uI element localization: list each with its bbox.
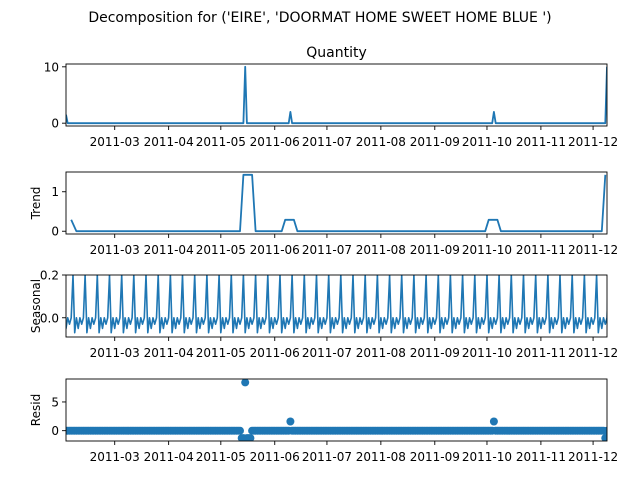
resid-point [489, 417, 498, 426]
resid-xtick-label: 2011-03 [90, 450, 140, 464]
seasonal-series [66, 275, 607, 334]
resid-ytick-label: 0 [51, 424, 59, 438]
resid-xtick-label: 2011-05 [196, 450, 246, 464]
resid-point [241, 379, 250, 387]
trend-line [70, 173, 607, 233]
seasonal-xtick-label: 2011-12 [568, 346, 618, 360]
seasonal-xtick-label: 2011-05 [196, 346, 246, 360]
quantity-axes-frame [65, 63, 608, 127]
resid-point [286, 417, 295, 426]
trend-xtick-label: 2011-08 [356, 243, 406, 257]
trend-xtick-label: 2011-07 [302, 243, 352, 257]
resid-xtick-label: 2011-04 [144, 450, 194, 464]
seasonal-xtick-label: 2011-04 [144, 346, 194, 360]
seasonal-line [66, 275, 607, 334]
trend-xtick-label: 2011-06 [250, 243, 300, 257]
quantity-title: Quantity [306, 45, 367, 61]
figure-suptitle: Decomposition for ('EIRE', 'DOORMAT HOME… [88, 10, 551, 26]
trend-series [70, 173, 607, 233]
trend-xtick-label: 2011-12 [568, 243, 618, 257]
seasonal-xtick-label: 2011-08 [356, 346, 406, 360]
resid-xtick-label: 2011-07 [302, 450, 352, 464]
resid-xtick-label: 2011-12 [568, 450, 618, 464]
quantity-ytick-label: 0 [51, 117, 59, 131]
resid-xtick-label: 2011-11 [516, 450, 566, 464]
seasonal-ylabel: Seasonal [29, 279, 43, 333]
quantity-xtick-label: 2011-04 [144, 135, 194, 149]
resid-point [601, 434, 607, 441]
resid-ylabel: Resid [29, 394, 43, 426]
seasonal-xtick-label: 2011-03 [90, 346, 140, 360]
trend-xtick-label: 2011-09 [410, 243, 460, 257]
seasonal-xtick-label: 2011-10 [462, 346, 512, 360]
quantity-xtick-label: 2011-09 [410, 135, 460, 149]
quantity-series [66, 65, 607, 125]
resid-point [236, 426, 244, 435]
trend-ytick-label: 0 [51, 225, 59, 239]
quantity-xtick-label: 2011-07 [302, 135, 352, 149]
trend-xtick-label: 2011-11 [516, 243, 566, 257]
resid-points [66, 379, 607, 441]
seasonal-ytick-label: 0.2 [40, 269, 59, 283]
quantity-xtick-label: 2011-12 [568, 135, 618, 149]
seasonal-xtick-label: 2011-11 [516, 346, 566, 360]
resid-series [66, 379, 607, 441]
quantity-xtick-label: 2011-10 [462, 135, 512, 149]
trend-xtick-label: 2011-10 [462, 243, 512, 257]
trend-axes-frame [65, 171, 608, 235]
seasonal-xtick-label: 2011-09 [410, 346, 460, 360]
resid-axes-frame [65, 378, 608, 442]
seasonal-ytick-label: 0.0 [40, 311, 59, 325]
quantity-xtick-label: 2011-03 [90, 135, 140, 149]
trend-ylabel: Trend [29, 187, 43, 221]
resid-xtick-label: 2011-06 [250, 450, 300, 464]
resid-xtick-label: 2011-10 [462, 450, 512, 464]
trend-xtick-label: 2011-03 [90, 243, 140, 257]
trend-ytick-label: 1 [51, 185, 59, 199]
resid-point [603, 426, 607, 435]
trend-xtick-label: 2011-04 [144, 243, 194, 257]
resid-xtick-label: 2011-08 [356, 450, 406, 464]
quantity-xtick-label: 2011-08 [356, 135, 406, 149]
quantity-ytick-label: 10 [44, 60, 59, 74]
seasonal-axes-frame [65, 274, 608, 338]
quantity-xtick-label: 2011-11 [516, 135, 566, 149]
seasonal-xtick-label: 2011-06 [250, 346, 300, 360]
resid-point [246, 434, 255, 441]
quantity-xtick-label: 2011-06 [250, 135, 300, 149]
trend-xtick-label: 2011-05 [196, 243, 246, 257]
resid-ytick-label: 5 [51, 395, 59, 409]
quantity-xtick-label: 2011-05 [196, 135, 246, 149]
resid-xtick-label: 2011-09 [410, 450, 460, 464]
quantity-line [66, 65, 607, 125]
seasonal-xtick-label: 2011-07 [302, 346, 352, 360]
